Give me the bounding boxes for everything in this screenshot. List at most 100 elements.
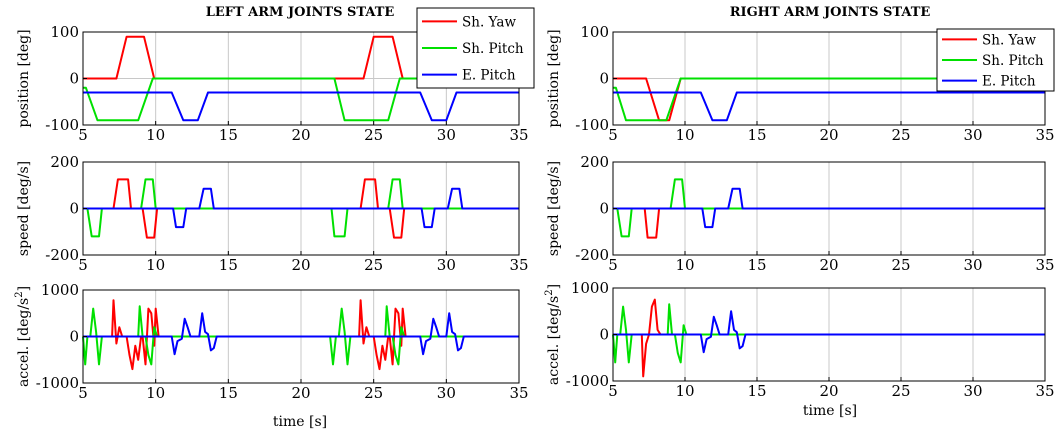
legend-label: Sh. Yaw <box>462 14 516 30</box>
series-line-sh-pitch <box>613 77 1045 122</box>
series-line-e-pitch <box>613 91 1045 122</box>
x-tick-label: 25 <box>364 256 383 274</box>
y-tick-label: -1000 <box>36 374 79 392</box>
x-tick-label: 35 <box>1035 382 1054 400</box>
x-tick-label: 25 <box>891 126 910 144</box>
x-tick-label: 15 <box>747 382 766 400</box>
right-xlabel: time [s] <box>803 403 857 419</box>
y-tick-label: 200 <box>580 153 609 171</box>
series-line-e-pitch <box>613 187 1045 229</box>
series-line-sh-pitch <box>83 77 519 122</box>
x-tick-label: 35 <box>509 126 528 144</box>
y-tick-label: -100 <box>575 116 609 134</box>
y-tick-label: 1000 <box>41 281 79 299</box>
x-tick-label: 25 <box>891 382 910 400</box>
x-tick-label: 5 <box>78 384 88 402</box>
y-axis-label-superscript: 2 <box>544 289 555 295</box>
y-tick-label: 100 <box>50 23 79 41</box>
y-axis-label: accel. [deg/s2] <box>544 284 562 385</box>
x-tick-label: 30 <box>437 126 456 144</box>
legend-label: Sh. Pitch <box>982 53 1044 69</box>
x-tick-label: 5 <box>608 382 618 400</box>
x-tick-label: 30 <box>437 256 456 274</box>
legend-label: Sh. Pitch <box>462 41 524 57</box>
left-xlabel: time [s] <box>273 414 327 430</box>
x-tick-label: 15 <box>219 256 238 274</box>
y-axis-label: position [deg] <box>546 29 562 127</box>
x-tick-label: 20 <box>819 382 838 400</box>
x-tick-label: 5 <box>78 256 88 274</box>
x-tick-label: 25 <box>364 384 383 402</box>
right-arm-panel: RIGHT ARM JOINTS STATE 5 10 15 20 25 30 35-100… <box>544 5 1055 419</box>
x-tick-label: 20 <box>291 256 310 274</box>
x-tick-label: 10 <box>675 382 694 400</box>
x-tick-label: 30 <box>963 126 982 144</box>
x-tick-label: 15 <box>219 384 238 402</box>
y-tick-label: 1000 <box>571 279 609 297</box>
x-tick-label: 30 <box>437 384 456 402</box>
legend: Sh. Yaw Sh. Pitch E. Pitch <box>936 28 1055 92</box>
x-tick-label: 35 <box>1035 256 1054 274</box>
y-axis-label-suffix: ] <box>546 284 562 289</box>
x-tick-label: 20 <box>819 256 838 274</box>
y-tick-label: 0 <box>69 328 79 346</box>
x-tick-label: 10 <box>675 126 694 144</box>
y-axis-label: accel. [deg/s2] <box>14 286 32 387</box>
x-tick-label: 35 <box>1035 126 1054 144</box>
series-line-e-pitch <box>83 91 519 122</box>
left-accel-axes: 5 10 15 20 25 30 35 -1000 0 1000 accel. [deg/s2] <box>14 281 529 402</box>
x-tick-label: 35 <box>509 384 528 402</box>
right-position-axes: 5 10 15 20 25 30 35 -100 0 100 position [deg] Sh. Y… <box>546 23 1055 144</box>
y-tick-label: 0 <box>69 200 79 218</box>
y-tick-label: -1000 <box>566 372 609 390</box>
y-tick-label: 0 <box>599 200 609 218</box>
right-accel-axes: 5 10 15 20 25 30 35 -1000 0 1000 accel. [deg/s2] <box>544 279 1055 400</box>
y-axis-label: position [deg] <box>16 29 32 127</box>
x-tick-label: 30 <box>963 256 982 274</box>
left-speed-axes: 5 10 15 20 25 30 35 -200 0 200 speed [deg/s] <box>16 153 529 274</box>
legend: Sh. Yaw Sh. Pitch E. Pitch <box>416 7 535 89</box>
y-tick-label: 200 <box>50 153 79 171</box>
x-tick-label: 5 <box>608 126 618 144</box>
x-tick-label: 5 <box>78 126 88 144</box>
x-tick-label: 20 <box>291 126 310 144</box>
x-tick-label: 20 <box>819 126 838 144</box>
x-tick-label: 10 <box>675 256 694 274</box>
y-tick-label: -200 <box>45 246 79 264</box>
y-axis-label-superscript: 2 <box>14 291 25 297</box>
x-tick-label: 10 <box>146 384 165 402</box>
legend-label: E. Pitch <box>462 68 516 84</box>
x-tick-label: 10 <box>146 256 165 274</box>
x-tick-label: 15 <box>747 126 766 144</box>
x-tick-label: 25 <box>364 126 383 144</box>
series-line-sh-yaw <box>613 298 1045 378</box>
x-tick-label: 5 <box>608 256 618 274</box>
x-tick-label: 35 <box>509 256 528 274</box>
y-axis-label: speed [deg/s] <box>16 161 32 256</box>
left-arm-panel: LEFT ARM JOINTS STATE 5 10 15 20 25 30 35-1000… <box>14 5 535 430</box>
right-speed-axes: 5 10 15 20 25 30 35 -200 0 200 speed [deg/s] <box>546 153 1055 274</box>
legend-label: Sh. Yaw <box>982 32 1036 48</box>
left-panel-title: LEFT ARM JOINTS STATE <box>206 5 395 20</box>
y-axis-label-suffix: ] <box>16 286 32 291</box>
y-tick-label: -100 <box>45 116 79 134</box>
y-tick-label: 0 <box>599 326 609 344</box>
legend-label: E. Pitch <box>982 74 1036 90</box>
x-tick-label: 25 <box>891 256 910 274</box>
y-tick-label: 100 <box>580 23 609 41</box>
series-line-e-pitch <box>83 187 519 229</box>
series-line-e-pitch <box>613 310 1045 354</box>
x-tick-label: 20 <box>291 384 310 402</box>
right-panel-title: RIGHT ARM JOINTS STATE <box>730 5 931 20</box>
x-tick-label: 30 <box>963 382 982 400</box>
left-position-axes: 5 10 15 20 25 30 35 -100 0 100 position [deg] Sh. Y… <box>16 7 535 144</box>
y-tick-label: 0 <box>599 70 609 88</box>
x-tick-label: 15 <box>219 126 238 144</box>
series-line-e-pitch <box>83 312 519 356</box>
x-tick-label: 15 <box>747 256 766 274</box>
y-tick-label: -200 <box>575 246 609 264</box>
y-axis-label: speed [deg/s] <box>546 161 562 256</box>
x-tick-label: 10 <box>146 126 165 144</box>
y-tick-label: 0 <box>69 70 79 88</box>
